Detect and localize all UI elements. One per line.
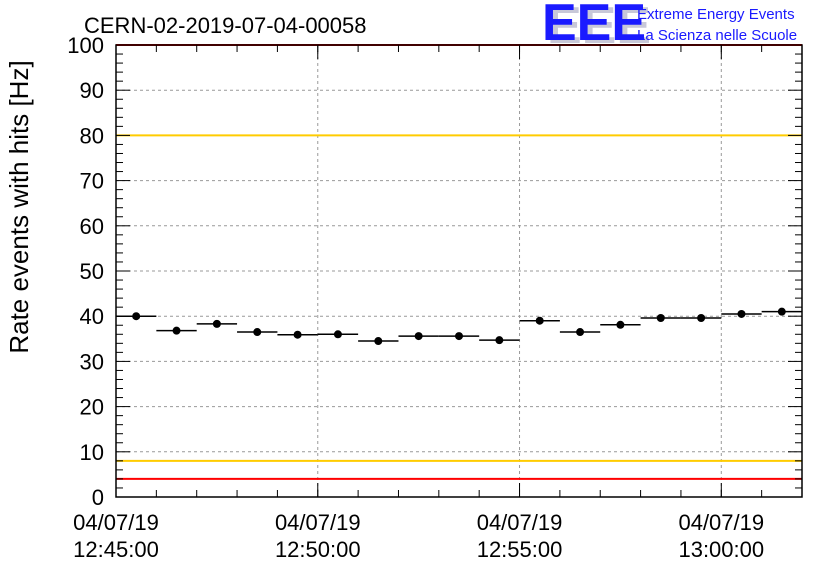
reference-lines xyxy=(116,44,802,480)
x-tick-labels: 04/07/1912:45:0004/07/1912:50:0004/07/19… xyxy=(73,510,764,562)
data-point xyxy=(777,307,786,316)
y-tick-label: 70 xyxy=(80,169,104,194)
x-tick-time: 12:55:00 xyxy=(477,537,563,562)
y-tick-label: 50 xyxy=(80,259,104,284)
grid-lines xyxy=(116,45,802,497)
y-tick-label: 10 xyxy=(80,440,104,465)
y-tick-labels: 0 10 20 30 40 50 60 70 80 90 100 xyxy=(67,33,104,510)
x-tick-date: 04/07/19 xyxy=(73,510,159,535)
y-tick-label: 90 xyxy=(80,78,104,103)
data-point xyxy=(212,319,221,328)
y-tick-label: 20 xyxy=(80,395,104,420)
axis-ticks xyxy=(115,44,803,498)
eee-logo: EEE EEE Extreme Energy Events La Scienza… xyxy=(542,0,797,55)
x-tick-date: 04/07/19 xyxy=(275,510,361,535)
data-point xyxy=(697,314,706,323)
y-tick-label: 60 xyxy=(80,214,104,239)
data-point xyxy=(414,332,423,341)
x-tick-date: 04/07/19 xyxy=(678,510,764,535)
data-point xyxy=(656,314,665,323)
data-point xyxy=(333,330,342,339)
eee-logo-mark: EEE xyxy=(542,0,646,52)
data-point xyxy=(253,328,262,337)
data-point xyxy=(495,336,504,345)
data-point xyxy=(737,309,746,318)
x-tick-time: 12:45:00 xyxy=(73,537,159,562)
logo-line-1: Extreme Energy Events xyxy=(637,6,795,23)
y-tick-label: 40 xyxy=(80,304,104,329)
data-point xyxy=(293,330,302,339)
data-point xyxy=(132,312,141,321)
data-points xyxy=(116,307,802,346)
y-axis-label: Rate events with hits [Hz] xyxy=(4,60,34,353)
y-tick-label: 100 xyxy=(67,33,104,58)
y-tick-label: 80 xyxy=(80,123,104,148)
data-point xyxy=(535,316,544,325)
data-point xyxy=(374,337,383,346)
logo-line-2: La Scienza nelle Scuole xyxy=(637,27,797,44)
data-point xyxy=(576,328,585,337)
data-point xyxy=(172,326,181,335)
data-point xyxy=(455,332,463,341)
x-tick-date: 04/07/19 xyxy=(477,510,563,535)
y-tick-label: 0 xyxy=(92,485,104,510)
x-tick-time: 13:00:00 xyxy=(678,537,764,562)
chart-title: CERN-02-2019-07-04-00058 xyxy=(84,13,367,38)
data-point xyxy=(616,320,625,329)
x-tick-time: 12:50:00 xyxy=(275,537,361,562)
y-tick-label: 30 xyxy=(80,349,104,374)
